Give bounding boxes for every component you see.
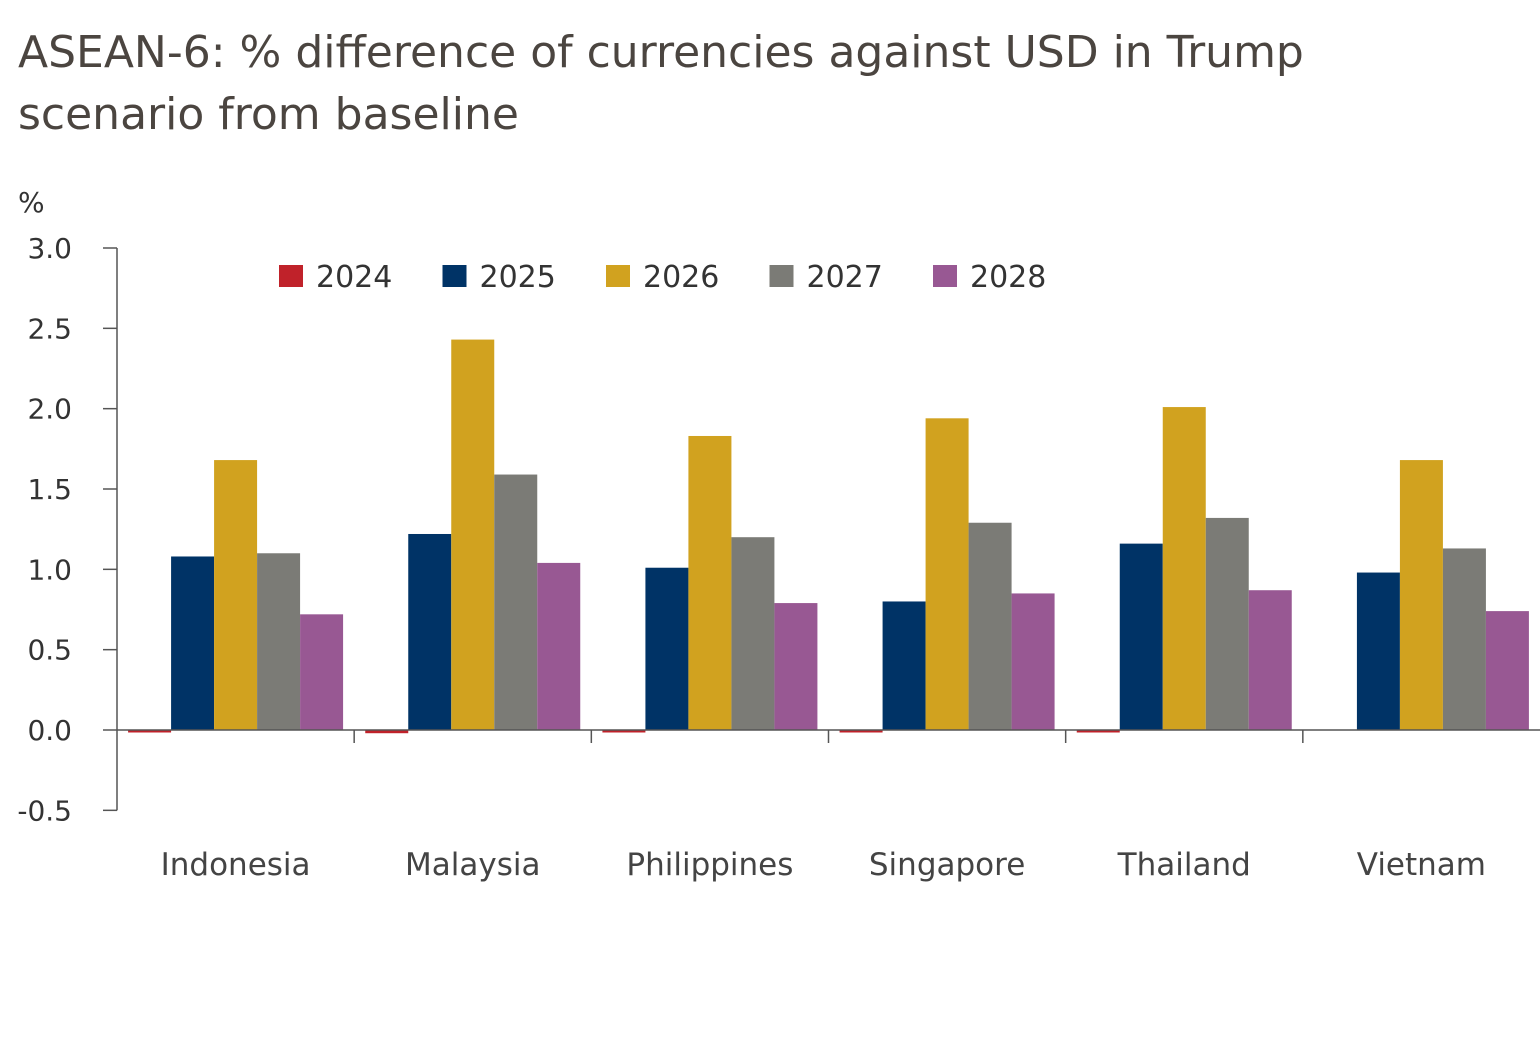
y-tick-label: -0.5 (17, 794, 72, 827)
bar-vietnam-2025 (1356, 572, 1400, 730)
legend-label-2024: 2024 (316, 260, 392, 295)
x-tick-label: Philippines (626, 847, 793, 883)
legend-swatch-2028 (933, 265, 957, 287)
bar-malaysia-2026 (451, 339, 495, 730)
bar-thailand-2025 (1119, 543, 1163, 730)
y-tick-label: 2.5 (27, 312, 72, 345)
bar-thailand-2024 (1076, 730, 1120, 733)
bar-thailand-2026 (1162, 407, 1206, 730)
bar-indonesia-2027 (257, 553, 301, 730)
bar-singapore-2024 (839, 730, 883, 733)
y-tick-label: 1.0 (27, 553, 72, 586)
x-tick-label: Vietnam (1357, 847, 1486, 883)
bar-malaysia-2027 (494, 474, 538, 730)
bar-indonesia-2025 (171, 556, 215, 730)
legend-swatch-2027 (769, 265, 794, 287)
bar-indonesia-2024 (128, 730, 172, 733)
legend-label-2028: 2028 (970, 260, 1046, 295)
bar-singapore-2025 (882, 601, 926, 730)
bar-philippines-2025 (645, 567, 689, 730)
bar-singapore-2027 (968, 522, 1012, 730)
bar-vietnam-2027 (1442, 548, 1486, 730)
legend-label-2026: 2026 (643, 260, 719, 295)
bar-singapore-2026 (925, 418, 969, 730)
bar-thailand-2027 (1205, 517, 1249, 730)
x-tick-label: Singapore (869, 847, 1025, 883)
legend-label-2025: 2025 (480, 260, 556, 295)
y-tick-label: 0.5 (27, 634, 72, 667)
legend-swatch-2026 (606, 265, 630, 287)
bar-thailand-2028 (1248, 590, 1292, 730)
bar-philippines-2024 (602, 730, 646, 733)
bar-vietnam-2026 (1399, 460, 1443, 730)
legend-label-2027: 2027 (807, 260, 883, 295)
bar-singapore-2028 (1011, 593, 1055, 730)
bar-vietnam-2028 (1485, 611, 1529, 730)
x-tick-label: Malaysia (405, 847, 540, 883)
y-axis-label: % (18, 186, 45, 219)
bar-philippines-2028 (774, 603, 818, 730)
bar-philippines-2026 (688, 435, 732, 730)
x-tick-label: Thailand (1117, 847, 1251, 883)
y-tick-label: 2.0 (27, 393, 72, 426)
y-tick-label: 3.0 (27, 232, 72, 265)
y-tick-label: 0.0 (27, 714, 72, 747)
x-tick-label: Indonesia (161, 847, 311, 883)
bar-malaysia-2028 (537, 562, 581, 730)
bar-indonesia-2026 (214, 460, 258, 730)
bar-malaysia-2024 (365, 730, 409, 734)
bar-malaysia-2025 (408, 533, 452, 730)
legend-swatch-2024 (279, 265, 303, 287)
bar-indonesia-2028 (300, 614, 344, 730)
legend-swatch-2025 (442, 265, 467, 287)
chart-title: ASEAN-6: % difference of currencies agai… (18, 27, 1304, 140)
y-tick-label: 1.5 (27, 473, 72, 506)
bar-philippines-2027 (731, 537, 775, 730)
